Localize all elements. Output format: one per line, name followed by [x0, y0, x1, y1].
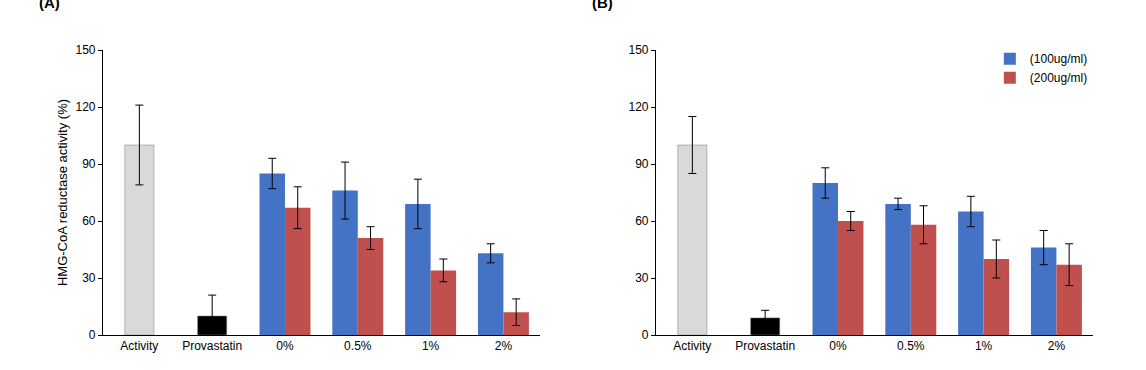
svg-text:2%: 2%	[1048, 339, 1066, 353]
svg-text:(100ug/ml): (100ug/ml)	[1030, 52, 1087, 66]
svg-text:120: 120	[76, 100, 96, 114]
svg-text:90: 90	[635, 157, 649, 171]
svg-text:30: 30	[82, 271, 96, 285]
svg-text:Activity: Activity	[673, 339, 711, 353]
svg-text:150: 150	[629, 43, 649, 57]
svg-text:1%: 1%	[422, 339, 440, 353]
svg-text:(A): (A)	[39, 0, 60, 11]
svg-text:Provastatin: Provastatin	[182, 339, 242, 353]
svg-text:60: 60	[82, 214, 96, 228]
svg-text:Activity: Activity	[120, 339, 158, 353]
svg-text:0.5%: 0.5%	[897, 339, 925, 353]
svg-text:(B): (B)	[592, 0, 613, 11]
svg-text:Provastatin: Provastatin	[735, 339, 795, 353]
svg-text:0%: 0%	[829, 339, 847, 353]
svg-text:150: 150	[76, 43, 96, 57]
svg-text:(200ug/ml): (200ug/ml)	[1030, 71, 1087, 85]
svg-text:30: 30	[635, 271, 649, 285]
svg-text:90: 90	[82, 157, 96, 171]
svg-text:0: 0	[642, 328, 649, 342]
svg-text:1%: 1%	[975, 339, 993, 353]
svg-text:120: 120	[629, 100, 649, 114]
svg-text:60: 60	[635, 214, 649, 228]
svg-text:HMG-CoA reductase activity (%): HMG-CoA reductase activity (%)	[55, 99, 70, 286]
svg-text:0: 0	[89, 328, 96, 342]
svg-text:0.5%: 0.5%	[344, 339, 372, 353]
svg-text:0%: 0%	[276, 339, 294, 353]
svg-text:2%: 2%	[495, 339, 513, 353]
